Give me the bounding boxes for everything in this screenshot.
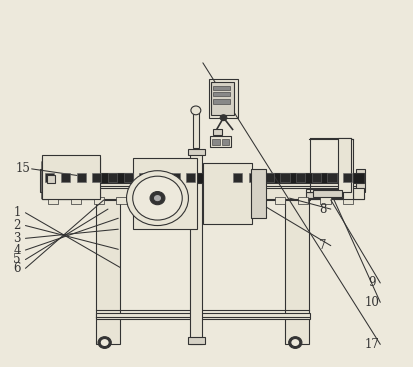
Text: 6: 6 bbox=[13, 262, 21, 275]
Bar bbox=[342, 173, 351, 182]
Text: 8: 8 bbox=[318, 203, 325, 215]
Bar bbox=[95, 195, 119, 344]
Bar bbox=[116, 197, 126, 204]
Bar bbox=[92, 173, 101, 182]
Bar bbox=[45, 173, 54, 182]
Text: 7: 7 bbox=[318, 239, 325, 252]
Bar bbox=[42, 195, 363, 199]
Bar bbox=[274, 197, 285, 204]
Bar bbox=[212, 129, 221, 135]
Bar bbox=[42, 179, 363, 186]
Bar bbox=[342, 138, 353, 199]
Bar bbox=[190, 154, 202, 344]
Bar bbox=[295, 173, 304, 182]
Circle shape bbox=[153, 195, 161, 202]
Text: 15: 15 bbox=[16, 162, 31, 175]
Bar bbox=[305, 189, 353, 192]
Bar bbox=[327, 173, 336, 182]
Text: 3: 3 bbox=[13, 232, 21, 245]
Bar bbox=[139, 173, 148, 182]
Circle shape bbox=[98, 337, 111, 348]
Bar bbox=[187, 149, 204, 155]
Bar bbox=[47, 175, 55, 183]
Bar bbox=[42, 155, 100, 199]
Text: 9: 9 bbox=[368, 276, 375, 290]
Bar bbox=[154, 173, 164, 182]
Bar bbox=[71, 197, 81, 204]
Bar bbox=[76, 173, 85, 182]
Circle shape bbox=[133, 176, 182, 220]
Bar bbox=[264, 173, 273, 182]
Text: 1: 1 bbox=[14, 206, 21, 219]
Bar bbox=[202, 163, 252, 225]
Circle shape bbox=[126, 171, 188, 226]
Circle shape bbox=[150, 192, 164, 205]
Bar bbox=[356, 169, 365, 192]
Bar bbox=[61, 173, 70, 182]
Bar bbox=[213, 86, 229, 90]
Bar bbox=[297, 197, 307, 204]
Bar bbox=[305, 192, 353, 198]
Bar bbox=[123, 173, 133, 182]
Bar bbox=[108, 173, 117, 182]
Circle shape bbox=[220, 115, 226, 121]
Bar bbox=[337, 138, 351, 192]
Bar bbox=[95, 191, 309, 200]
Bar bbox=[186, 173, 195, 182]
Circle shape bbox=[190, 106, 200, 115]
Bar bbox=[161, 197, 171, 204]
Bar bbox=[42, 188, 363, 199]
Bar bbox=[233, 173, 242, 182]
Bar bbox=[280, 173, 289, 182]
Polygon shape bbox=[42, 161, 97, 199]
Bar bbox=[210, 136, 230, 147]
Bar bbox=[133, 158, 196, 229]
Circle shape bbox=[288, 337, 301, 348]
Text: 4: 4 bbox=[13, 244, 21, 257]
Circle shape bbox=[100, 338, 109, 346]
Bar bbox=[93, 197, 104, 204]
Bar bbox=[211, 139, 220, 145]
Bar bbox=[42, 172, 363, 183]
Text: 5: 5 bbox=[13, 253, 21, 266]
Circle shape bbox=[290, 338, 299, 346]
Bar bbox=[139, 197, 149, 204]
Bar bbox=[95, 313, 309, 319]
Bar bbox=[221, 139, 229, 145]
Bar bbox=[250, 169, 266, 218]
Bar bbox=[211, 82, 233, 116]
Bar bbox=[40, 169, 49, 192]
Bar bbox=[170, 173, 179, 182]
Bar bbox=[209, 79, 237, 118]
Text: 10: 10 bbox=[364, 296, 379, 309]
Bar bbox=[285, 195, 309, 344]
Bar bbox=[313, 190, 342, 197]
Bar bbox=[48, 197, 58, 204]
Text: 17: 17 bbox=[364, 338, 379, 351]
Text: 2: 2 bbox=[14, 219, 21, 232]
Bar bbox=[249, 173, 258, 182]
Bar bbox=[213, 99, 229, 104]
Bar bbox=[320, 197, 330, 204]
Bar bbox=[342, 197, 353, 204]
Bar bbox=[311, 173, 320, 182]
Bar bbox=[252, 197, 262, 204]
Bar bbox=[213, 92, 229, 97]
Bar bbox=[184, 197, 194, 204]
Bar bbox=[187, 337, 204, 344]
Bar bbox=[192, 110, 198, 148]
